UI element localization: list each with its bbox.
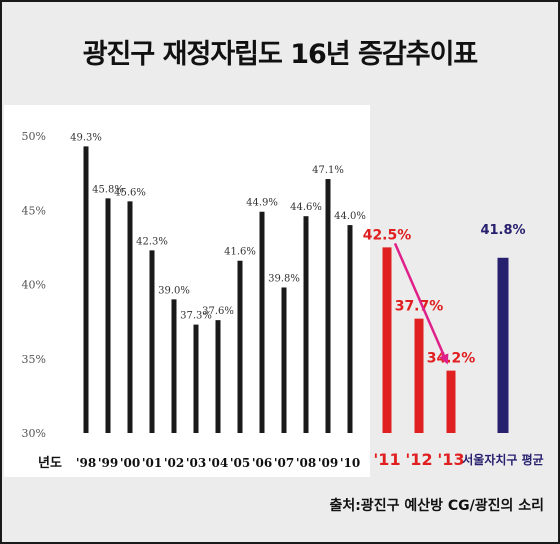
bar <box>105 198 111 433</box>
x-tick-label: '06 <box>252 456 272 470</box>
x-tick-label: '99 <box>98 456 118 470</box>
data-label: 42.5% <box>363 227 412 243</box>
x-tick-label: '01 <box>142 456 162 470</box>
x-tick-label: '03 <box>186 456 206 470</box>
data-label: 41.8% <box>480 223 525 238</box>
bar <box>149 250 155 433</box>
data-label: 49.3% <box>70 132 102 143</box>
x-tick-label: '13 <box>437 450 464 469</box>
y-tick-label: 45% <box>22 204 46 217</box>
bar <box>303 216 309 433</box>
bar <box>259 211 265 433</box>
data-label: 44.0% <box>334 211 366 222</box>
x-tick-label: '07 <box>274 456 294 470</box>
x-tick-label: '10 <box>340 456 360 470</box>
trend-arrow <box>393 242 449 365</box>
data-label: 39.8% <box>268 273 300 284</box>
bar <box>325 179 331 433</box>
bar <box>193 324 199 433</box>
y-tick-label: 30% <box>22 427 46 440</box>
bar <box>446 370 456 433</box>
data-label: 37.3% <box>180 311 212 322</box>
x-tick-label: '04 <box>208 456 228 470</box>
data-label: 39.0% <box>158 285 190 296</box>
x-tick-label: '11 <box>373 450 400 469</box>
bar <box>497 257 509 433</box>
x-tick-label: '12 <box>405 450 432 469</box>
y-tick-label: 35% <box>22 353 46 366</box>
y-tick-label: 50% <box>22 130 46 143</box>
data-label: 37.6% <box>202 306 234 317</box>
bar <box>127 201 133 433</box>
bar <box>382 247 392 433</box>
x-tick-label: '05 <box>230 456 250 470</box>
plot-panel <box>4 105 370 477</box>
bar <box>281 287 287 433</box>
x-tick-label: '09 <box>318 456 338 470</box>
x-tick-label: '98 <box>76 456 96 470</box>
bar <box>414 318 424 433</box>
data-label: 45.6% <box>114 187 146 198</box>
data-label: 42.3% <box>136 236 168 247</box>
chart-title: 광진구 재정자립도 16년 증감추이표 <box>82 39 479 70</box>
x-tick-label: '08 <box>296 456 316 470</box>
data-label: 47.1% <box>312 165 344 176</box>
x-tick-label: 서울자치구 평균 <box>462 452 543 467</box>
bar <box>83 146 89 433</box>
data-label: 44.6% <box>290 202 322 213</box>
bar <box>171 299 177 433</box>
y-tick-label: 40% <box>22 279 46 292</box>
x-tick-label: '02 <box>164 456 184 470</box>
data-label: 44.9% <box>246 198 278 209</box>
bar <box>215 320 221 433</box>
bar <box>237 260 243 433</box>
data-label: 34.2% <box>427 351 476 367</box>
x-tick-label: '00 <box>120 456 140 470</box>
bar <box>347 225 353 433</box>
data-label: 37.7% <box>395 299 444 315</box>
data-label: 45.8% <box>92 184 124 195</box>
x-axis-title: 년도 <box>38 456 62 471</box>
data-label: 41.6% <box>224 247 256 258</box>
source-credit: 출처:광진구 예산방 CG/광진의 소리 <box>329 498 544 514</box>
